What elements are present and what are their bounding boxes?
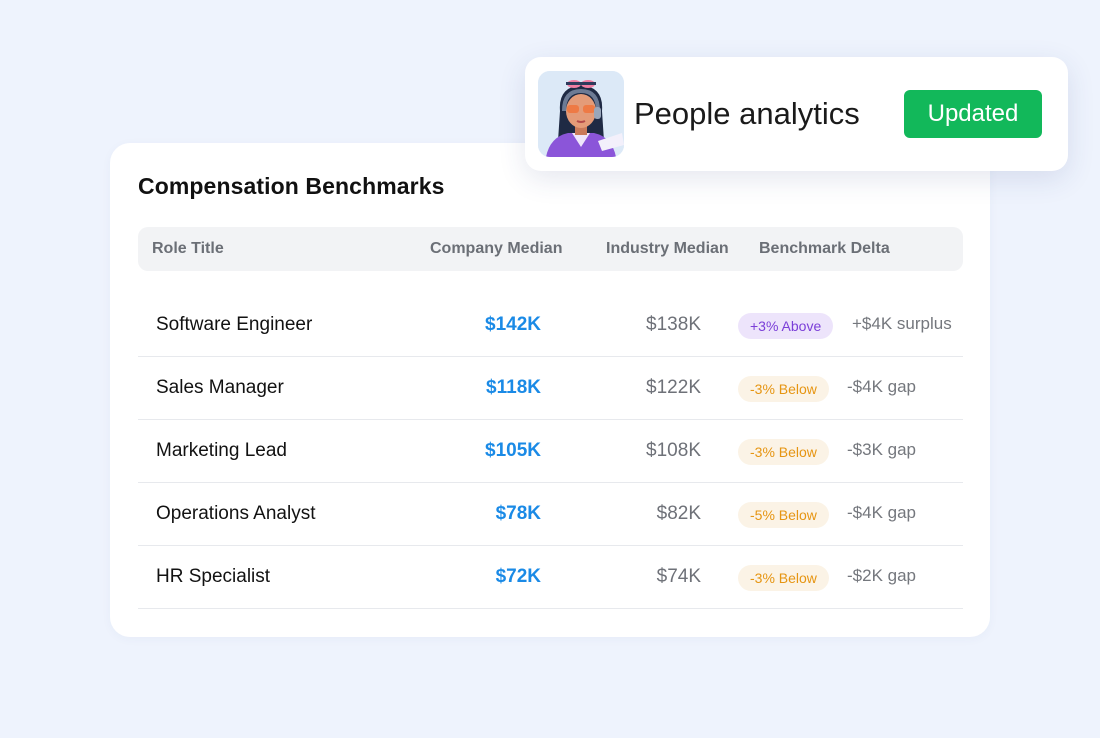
industry-median: $108K xyxy=(646,440,701,461)
card-title: Compensation Benchmarks xyxy=(138,173,445,199)
table-row[interactable]: Operations Analyst $78K $82K -5% Below -… xyxy=(138,483,963,546)
company-median: $105K xyxy=(485,440,541,461)
role-title: Marketing Lead xyxy=(156,440,287,461)
header-role: Role Title xyxy=(152,240,224,257)
updated-button[interactable]: Updated xyxy=(904,90,1042,138)
delta-note: -$3K gap xyxy=(847,440,916,459)
industry-median: $82K xyxy=(656,503,701,524)
table-header: Role Title Company Median Industry Media… xyxy=(138,227,963,271)
delta-note: -$4K gap xyxy=(847,503,916,522)
industry-median: $122K xyxy=(646,377,701,398)
table-row[interactable]: HR Specialist $72K $74K -3% Below -$2K g… xyxy=(138,546,963,609)
role-title: Operations Analyst xyxy=(156,503,316,524)
person-avatar-icon xyxy=(538,71,624,157)
header-company-median: Company Median xyxy=(430,240,563,257)
table-row[interactable]: Sales Manager $118K $122K -3% Below -$4K… xyxy=(138,357,963,420)
table-row[interactable]: Marketing Lead $105K $108K -3% Below -$3… xyxy=(138,420,963,483)
table-row[interactable]: Software Engineer $142K $138K +3% Above … xyxy=(138,294,963,357)
delta-badge: -3% Below xyxy=(738,439,829,465)
role-title: HR Specialist xyxy=(156,566,271,587)
company-median: $118K xyxy=(486,377,541,398)
company-median: $142K xyxy=(485,314,541,335)
delta-badge: -3% Below xyxy=(738,376,829,402)
header-benchmark-delta: Benchmark Delta xyxy=(759,240,890,257)
table-body: Software Engineer $142K $138K +3% Above … xyxy=(138,294,963,609)
delta-note: -$2K gap xyxy=(847,566,916,585)
notification-card: People analytics Updated xyxy=(525,57,1068,171)
delta-badge: -3% Below xyxy=(738,565,829,591)
delta-note: +$4K surplus xyxy=(852,314,952,333)
role-title: Software Engineer xyxy=(156,314,313,335)
delta-badge: +3% Above xyxy=(738,313,834,339)
compensation-card: Compensation Benchmarks Role Title Compa… xyxy=(110,143,990,637)
role-title: Sales Manager xyxy=(156,377,284,398)
company-median: $72K xyxy=(495,566,541,587)
industry-median: $138K xyxy=(646,314,701,335)
industry-median: $74K xyxy=(656,566,701,587)
delta-badge: -5% Below xyxy=(738,502,829,528)
header-industry-median: Industry Median xyxy=(606,240,729,257)
delta-note: -$4K gap xyxy=(847,377,916,396)
company-median: $78K xyxy=(495,503,541,524)
notification-text: People analytics xyxy=(634,96,860,131)
